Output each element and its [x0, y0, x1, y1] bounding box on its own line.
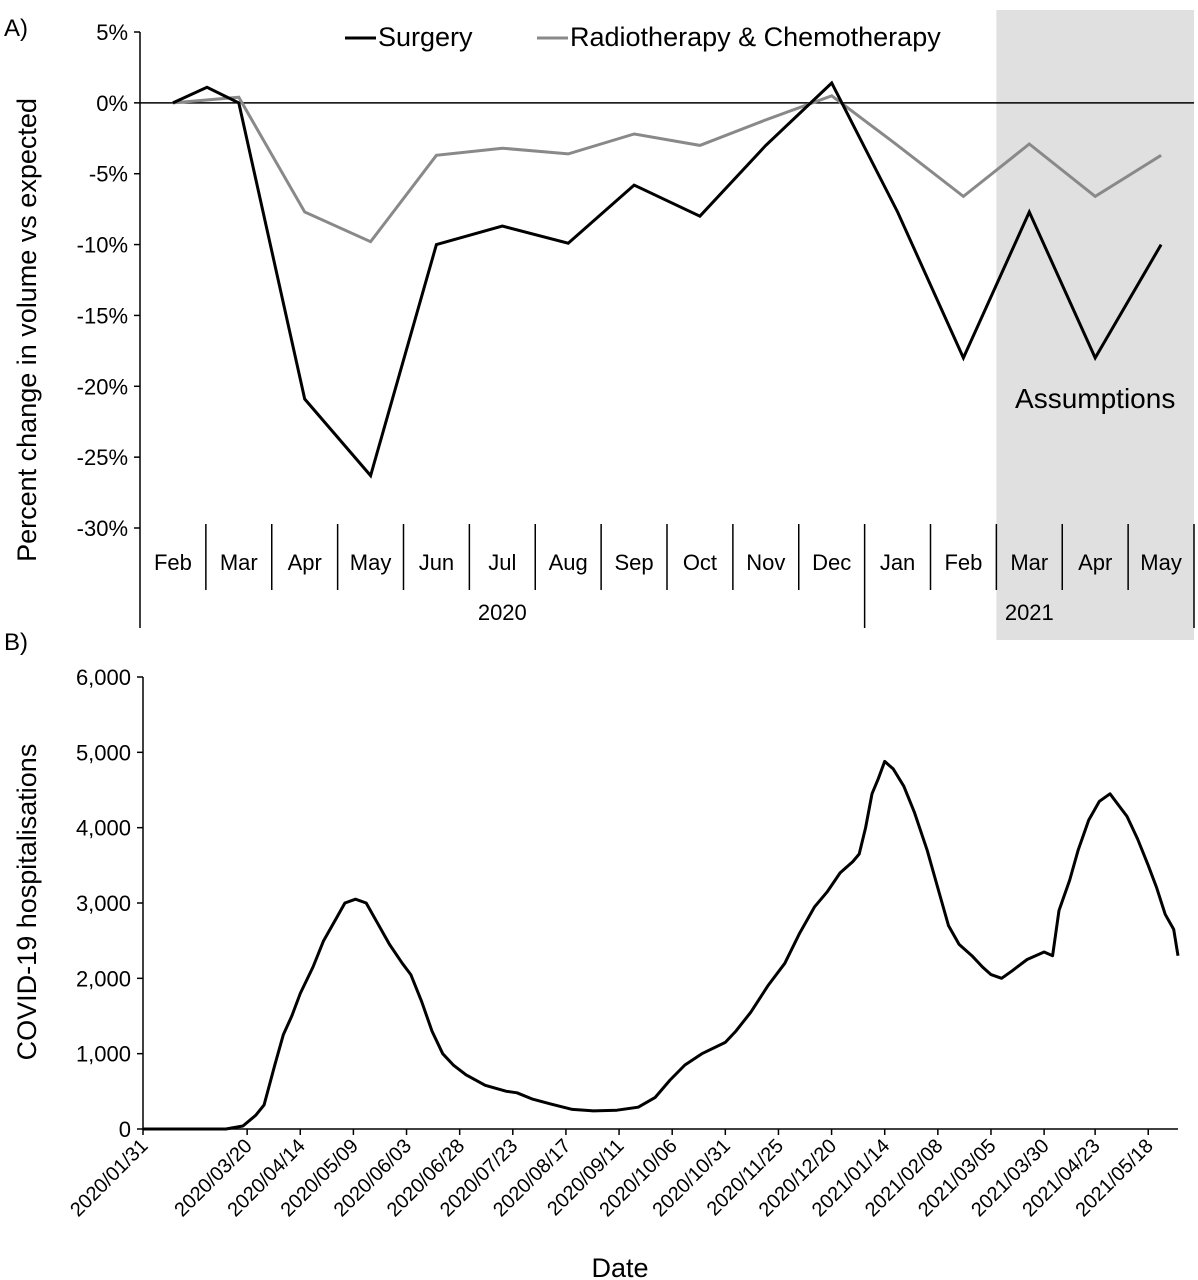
- panel-b-y-tick-label: 2,000: [76, 966, 131, 991]
- category-label: Aug: [549, 550, 588, 575]
- panel-a-category-axis: Feb Mar Apr May Jun Jul Aug Sep Oct Nov Dec Jan Feb M…: [139, 524, 1195, 628]
- panel-a-y-tick-label: -20%: [77, 374, 128, 399]
- category-label: Apr: [1078, 550, 1112, 575]
- category-label: Feb: [944, 550, 982, 575]
- panel-a-y-tick-label: 0%: [96, 91, 128, 116]
- panel-a-y-tick-label: -25%: [77, 445, 128, 470]
- panel-a-y-axis-title: Percent change in volume vs expected: [12, 98, 42, 562]
- panel-b-x-axis-title: Date: [591, 1253, 648, 1280]
- legend-label-radiotherapy-chemotherapy: Radiotherapy & Chemotherapy: [570, 22, 941, 52]
- panel-a-y-tick-label: -15%: [77, 303, 128, 328]
- panel-b-y-axis-title: COVID-19 hospitalisations: [12, 744, 42, 1061]
- panel-b-y-tick-label: 5,000: [76, 740, 131, 765]
- panel-b-y-tick-label: 1,000: [76, 1042, 131, 1067]
- category-label: Mar: [1010, 550, 1048, 575]
- series-line-surgery: [172, 80, 1163, 479]
- covid-hospitalisations-line: [143, 759, 1180, 1131]
- panel-b-y-tick-label: 4,000: [76, 816, 131, 841]
- panel-a-label: A): [4, 15, 28, 42]
- category-label: Mar: [220, 550, 258, 575]
- category-label: Jan: [880, 550, 915, 575]
- category-label: Jul: [488, 550, 516, 575]
- panel-a-y-tick-label: -5%: [89, 162, 128, 187]
- panel-b: B) COVID-19 hospitalisations 0 1,000 2,000…: [4, 629, 1180, 1280]
- assumptions-label: Assumptions: [1015, 383, 1175, 414]
- category-label: Sep: [614, 550, 653, 575]
- category-label: May: [350, 550, 392, 575]
- year-label: 2020: [478, 600, 527, 625]
- panel-b-x-tick-labels: 2020/01/31 2020/03/202020/04/142020/05/09…: [66, 1129, 1158, 1221]
- year-label: 2021: [1005, 600, 1054, 625]
- panel-b-y-tick-label: 0: [119, 1117, 131, 1142]
- category-label: Feb: [154, 550, 192, 575]
- series-line-radiotherapy-chemotherapy: [172, 94, 1162, 244]
- category-label: Jun: [419, 550, 454, 575]
- panel-a-y-tick-label: 5%: [96, 20, 128, 45]
- category-label: May: [1140, 550, 1182, 575]
- panel-a-y-tick-label: -10%: [77, 233, 128, 258]
- panel-b-y-tick-label: 3,000: [76, 891, 131, 916]
- legend-label-surgery: Surgery: [378, 22, 473, 52]
- category-label: Oct: [683, 550, 717, 575]
- panel-a-y-tick-labels: 5% 0% -5% -10% -15% -20% -25% -30%: [77, 20, 140, 541]
- panel-a-y-tick-label: -30%: [77, 516, 128, 541]
- category-label: Apr: [288, 550, 322, 575]
- category-label: Dec: [812, 550, 851, 575]
- panel-a-series-lines: [172, 80, 1163, 479]
- panel-b-y-tick-labels: 0 1,000 2,000 3,000 4,000 5,000 6,000: [76, 665, 143, 1142]
- panel-b-x-tick-label: 2020/01/31: [66, 1135, 152, 1221]
- panel-b-y-tick-label: 6,000: [76, 665, 131, 690]
- assumptions-shaded-region: [996, 10, 1194, 640]
- panel-b-label: B): [4, 629, 28, 656]
- panel-a: A) Percent change in volume vs expected …: [4, 10, 1195, 640]
- legend: Surgery Radiotherapy & Chemotherapy: [345, 22, 941, 52]
- category-label: Nov: [746, 550, 785, 575]
